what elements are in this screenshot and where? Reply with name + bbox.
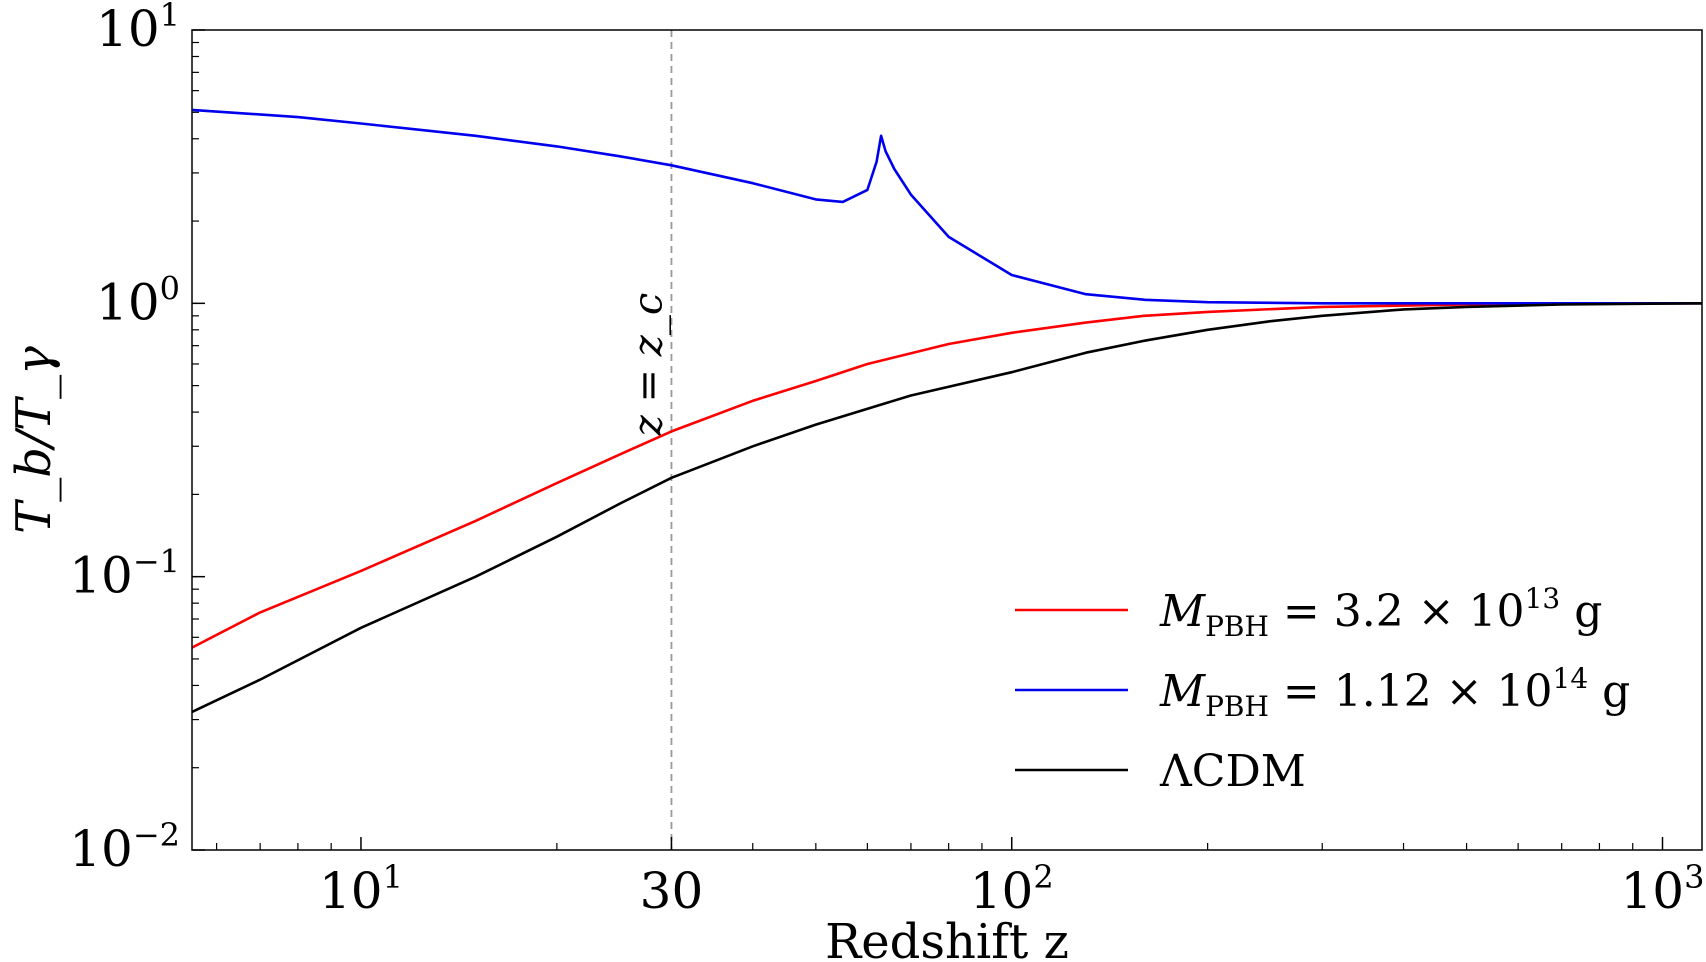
plot-frame [191,29,1703,851]
x-tick-label: 101 [319,858,403,920]
critical-redshift-label: z = z_c [625,293,671,438]
x-tick-label: 103 [1621,858,1705,920]
y-tick-label: 100 [96,269,180,331]
y-tick-label: 10−2 [69,816,180,878]
legend-label-0: MPBH = 3.2 × 1013 g [1159,582,1602,643]
y-tick-labels: 10−2 10−1 100 101 [69,0,180,878]
minor-ticks [192,41,1634,850]
y-tick-label: 101 [96,0,180,58]
x-tick-labels: 101 30 102 103 [319,858,1705,920]
legend-label-1: MPBH = 1.12 × 1014 g [1159,662,1630,723]
x-axis-label: Redshift z [825,914,1069,962]
x-tick-label: 30 [640,862,704,920]
x-tick-label: 102 [970,858,1054,920]
series-line-1 [191,108,1702,305]
legend: MPBH = 3.2 × 1013 g MPBH = 1.12 × 1014 g Λ… [1015,582,1630,797]
series-line-0 [191,301,1702,649]
y-tick-label: 10−1 [69,543,180,605]
series-lines [191,108,1703,714]
y-axis-label: T_b/T_γ [6,346,62,534]
series-line-2 [191,302,1703,714]
legend-label-2: ΛCDM [1159,746,1306,797]
major-ticks [192,29,1664,851]
